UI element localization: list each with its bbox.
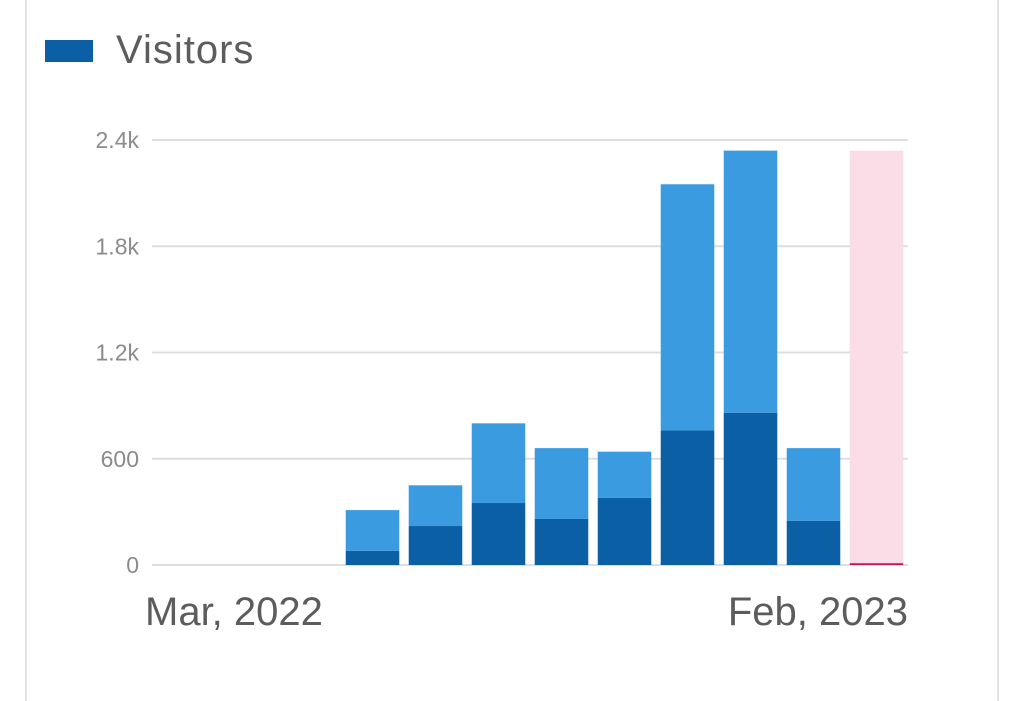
bar-segment [786,448,841,521]
chart-card [25,0,999,701]
chart-legend[interactable]: Visitors [45,28,254,73]
bar-segment [408,526,463,565]
bar-segment [534,448,589,519]
legend-label-visitors: Visitors [116,28,255,72]
y-tick-label: 1.2k [96,340,140,366]
bar-segment [660,184,715,431]
bar-segment [471,423,526,504]
bar-segment [534,518,589,565]
x-axis-end-label: Feb, 2023 [728,590,908,634]
bar-segment [723,150,778,413]
highlight-column [849,150,904,565]
legend-swatch [45,39,93,62]
bar-segment [723,412,778,565]
y-tick-label: 0 [126,552,139,578]
bar-segment [597,451,652,498]
x-axis-start-label: Mar, 2022 [145,590,323,634]
bar-segment [345,550,400,565]
bar-segment [786,520,841,565]
y-tick-label: 2.4k [96,127,140,153]
bar-segment [345,510,400,551]
y-tick-label: 1.8k [96,233,140,259]
bar-segment [471,503,526,565]
bar-segment [660,430,715,565]
bar-segment [597,497,652,565]
bar-segment [849,563,904,565]
y-tick-label: 600 [101,446,139,472]
bar-segment [408,485,463,527]
